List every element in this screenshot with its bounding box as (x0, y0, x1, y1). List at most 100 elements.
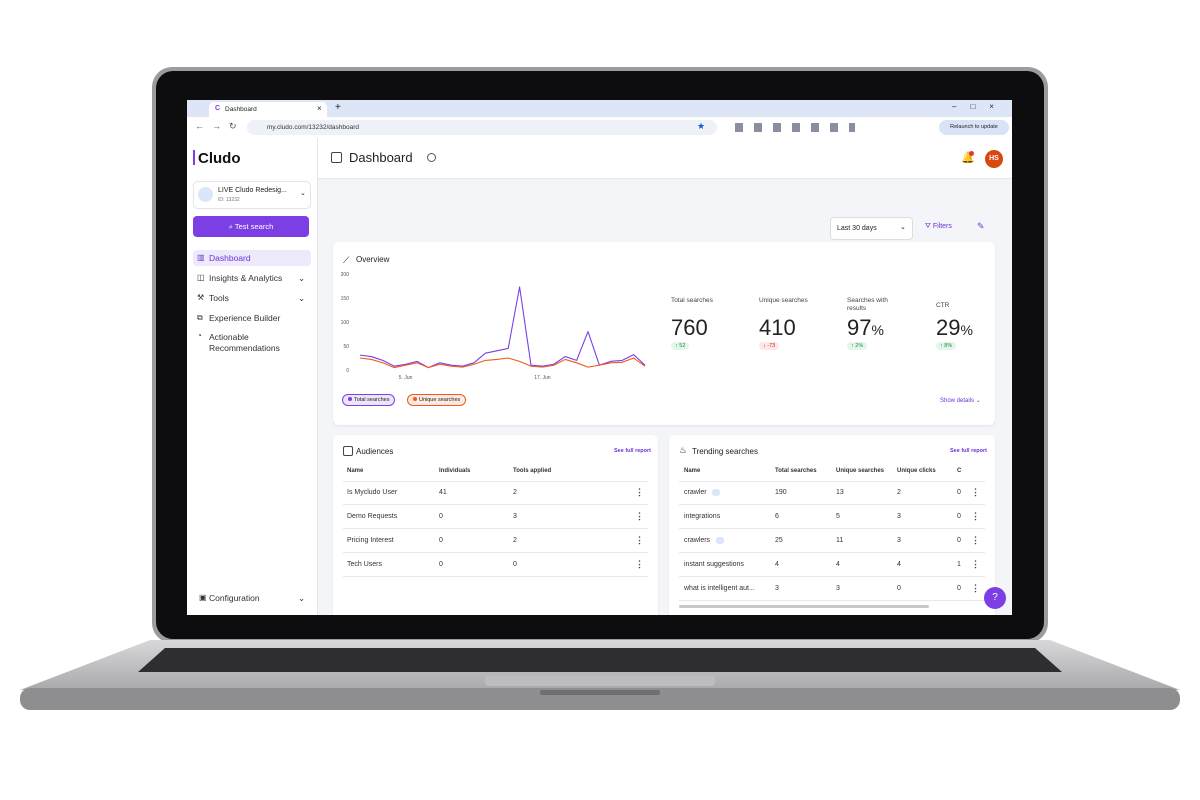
omnibox[interactable]: my.cludo.com/13232/dashboard ★ (247, 120, 717, 135)
filters-button[interactable]: ⛛ Filters (925, 223, 952, 230)
show-details-label: Show details (940, 398, 975, 404)
legend-item[interactable]: Total searches (342, 394, 396, 406)
filters-label: Filters (932, 223, 952, 230)
column-header: Name (684, 468, 701, 474)
nav-item[interactable]: ◫ Insights & Analytics ⌄ (193, 270, 311, 286)
page-title: Dashboard (349, 150, 413, 165)
x-tick-label: 5. Jun (399, 375, 413, 381)
notification-dot (969, 151, 974, 156)
series-line (359, 286, 646, 369)
window-controls[interactable]: –□× (952, 102, 1008, 111)
base-front (20, 688, 1180, 710)
extensions[interactable] (735, 123, 855, 132)
nav-label: Insights & Analytics (209, 273, 283, 283)
kpi-number: 410 (759, 315, 796, 340)
help-icon[interactable] (427, 153, 436, 162)
table-cell: 0 (897, 585, 901, 592)
bookmark-star[interactable]: ★ (697, 121, 706, 131)
nav-item[interactable]: ⧉ Experience Builder (193, 310, 311, 326)
screen: C Dashboard × + –□× ←→↻ my.cludo.com/132… (187, 100, 1012, 615)
nav-item[interactable]: ▥ Dashboard (193, 250, 311, 266)
overview-title: Overview (356, 255, 390, 264)
row-menu[interactable]: ⋮ (971, 535, 980, 545)
legend-item[interactable]: Unique searches (407, 394, 467, 406)
test-search-label: Test search (234, 222, 274, 231)
table-cell: 3 (897, 537, 901, 544)
test-search-button[interactable]: ⌕ Test search (193, 216, 309, 237)
row-menu[interactable]: ⋮ (635, 535, 644, 545)
delta-value: -73 (767, 343, 776, 349)
series-line (359, 357, 646, 369)
separator (343, 481, 648, 482)
configuration[interactable]: Configuration ▣ ⌄ (199, 593, 306, 603)
table-cell: 0 (957, 489, 961, 496)
row-menu[interactable]: ⋮ (635, 511, 644, 521)
separator (343, 552, 648, 553)
table-cell: 25 (775, 537, 783, 544)
avatar[interactable]: HS (985, 150, 1003, 168)
kpi-delta: ↑ 8% (936, 342, 957, 350)
row-menu[interactable]: ⋮ (971, 487, 980, 497)
table-cell: integrations (684, 513, 721, 520)
kpi-value: 29% (936, 315, 973, 341)
site-selector[interactable]: LIVE Cludo Redesig... ID: 13232 ⌄ (193, 181, 311, 209)
legend-label: Total searches (354, 397, 390, 403)
table-cell: what is intelligent aut... (684, 585, 755, 592)
configuration-label: Configuration (209, 593, 260, 603)
row-menu[interactable]: ⋮ (635, 559, 644, 569)
kpi-number: 29 (936, 315, 961, 340)
row-menu[interactable]: ⋮ (971, 559, 980, 569)
trackpad (485, 676, 715, 686)
date-range[interactable]: Last 30 days ⌄ (830, 217, 913, 240)
table-cell: 2 (897, 489, 901, 496)
badge (716, 537, 724, 544)
table-cell: 0 (439, 537, 443, 544)
table-cell: 0 (957, 513, 961, 520)
nav-item[interactable]: ⚒ Tools ⌄ (193, 290, 311, 306)
trending-link[interactable]: See full report (950, 448, 987, 454)
nav-buttons[interactable]: ←→↻ (195, 121, 245, 131)
chevron: ⌄ (900, 224, 906, 231)
table-cell: crawler (684, 489, 707, 496)
audiences-link[interactable]: See full report (614, 448, 651, 454)
nav-icon: ▥ (197, 253, 205, 262)
help-fab[interactable]: ? (984, 587, 1006, 609)
edit-button[interactable]: ✎ (977, 221, 985, 231)
nav-label: Tools (209, 293, 229, 303)
delta-arrow: ↑ (851, 343, 856, 349)
kpi-value: 97% (847, 315, 884, 341)
table-cell: 0 (957, 537, 961, 544)
row-menu[interactable]: ⋮ (971, 511, 980, 521)
table-cell: instant suggestions (684, 561, 744, 568)
tab[interactable]: C Dashboard × (209, 102, 327, 117)
nav-icon: ⚒ (197, 293, 205, 302)
tab-close[interactable]: × (317, 104, 322, 113)
table-cell: 41 (439, 489, 447, 496)
table-cell: 0 (439, 561, 443, 568)
table-cell: 4 (897, 561, 901, 568)
scrollbar (679, 605, 929, 608)
kpi-number: 760 (671, 315, 708, 340)
row-menu[interactable]: ⋮ (971, 583, 980, 593)
separator (343, 504, 648, 505)
nav-item[interactable]: ◔ Actionable Recommendations (193, 330, 311, 356)
kpi-delta: ↓ -73 (759, 342, 780, 350)
table-cell: 0 (957, 585, 961, 592)
table-cell: 3 (513, 513, 517, 520)
kpi-value: 410 (759, 315, 796, 341)
table-cell: Is Mycludo User (347, 489, 398, 496)
column-header: Individuals (439, 468, 471, 474)
separator (679, 600, 985, 601)
tab-title: Dashboard (225, 106, 257, 113)
table-cell: 1 (957, 561, 961, 568)
table-cell: 4 (836, 561, 840, 568)
kpi-unit: % (871, 322, 884, 338)
show-details[interactable]: Show details ⌄ (940, 398, 981, 404)
separator (679, 504, 985, 505)
row-menu[interactable]: ⋮ (635, 487, 644, 497)
site-id: ID: 13232 (218, 197, 240, 203)
new-tab[interactable]: + (335, 102, 341, 113)
relaunch-button[interactable]: Relaunch to update (939, 120, 1009, 135)
nav-icon: ◫ (197, 273, 205, 282)
audiences-icon (343, 446, 353, 456)
